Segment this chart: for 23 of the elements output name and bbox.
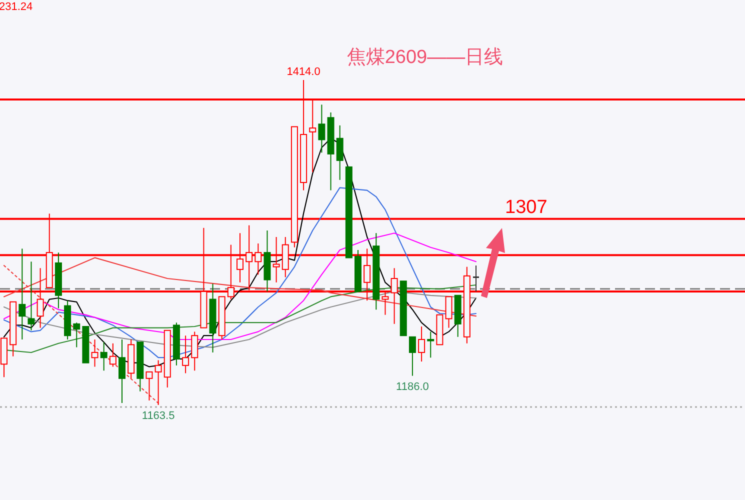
candlestick [182,335,190,374]
candlestick [472,265,480,292]
candlestick [109,342,116,368]
candlestick [408,336,416,376]
candlestick [18,248,26,340]
annotation: 1414.0 [286,66,320,78]
chart-title: 焦煤2609——日线 [346,47,504,68]
annotation: 1186.0 [396,380,429,393]
candlestick [73,322,80,348]
candlestick [100,342,108,372]
candlestick [445,296,452,328]
ref-line-label: 1307 [505,196,548,218]
candlestick [154,360,162,406]
annotation: 1163.5 [142,410,175,422]
candlestick [191,331,198,372]
candlestick [146,371,153,401]
candlestick [28,261,35,331]
candlestick [318,104,326,154]
candlestick [118,338,126,404]
candlestick [427,331,434,358]
candlestick [91,338,98,368]
candlestick [418,326,426,362]
candlestick [336,124,344,180]
